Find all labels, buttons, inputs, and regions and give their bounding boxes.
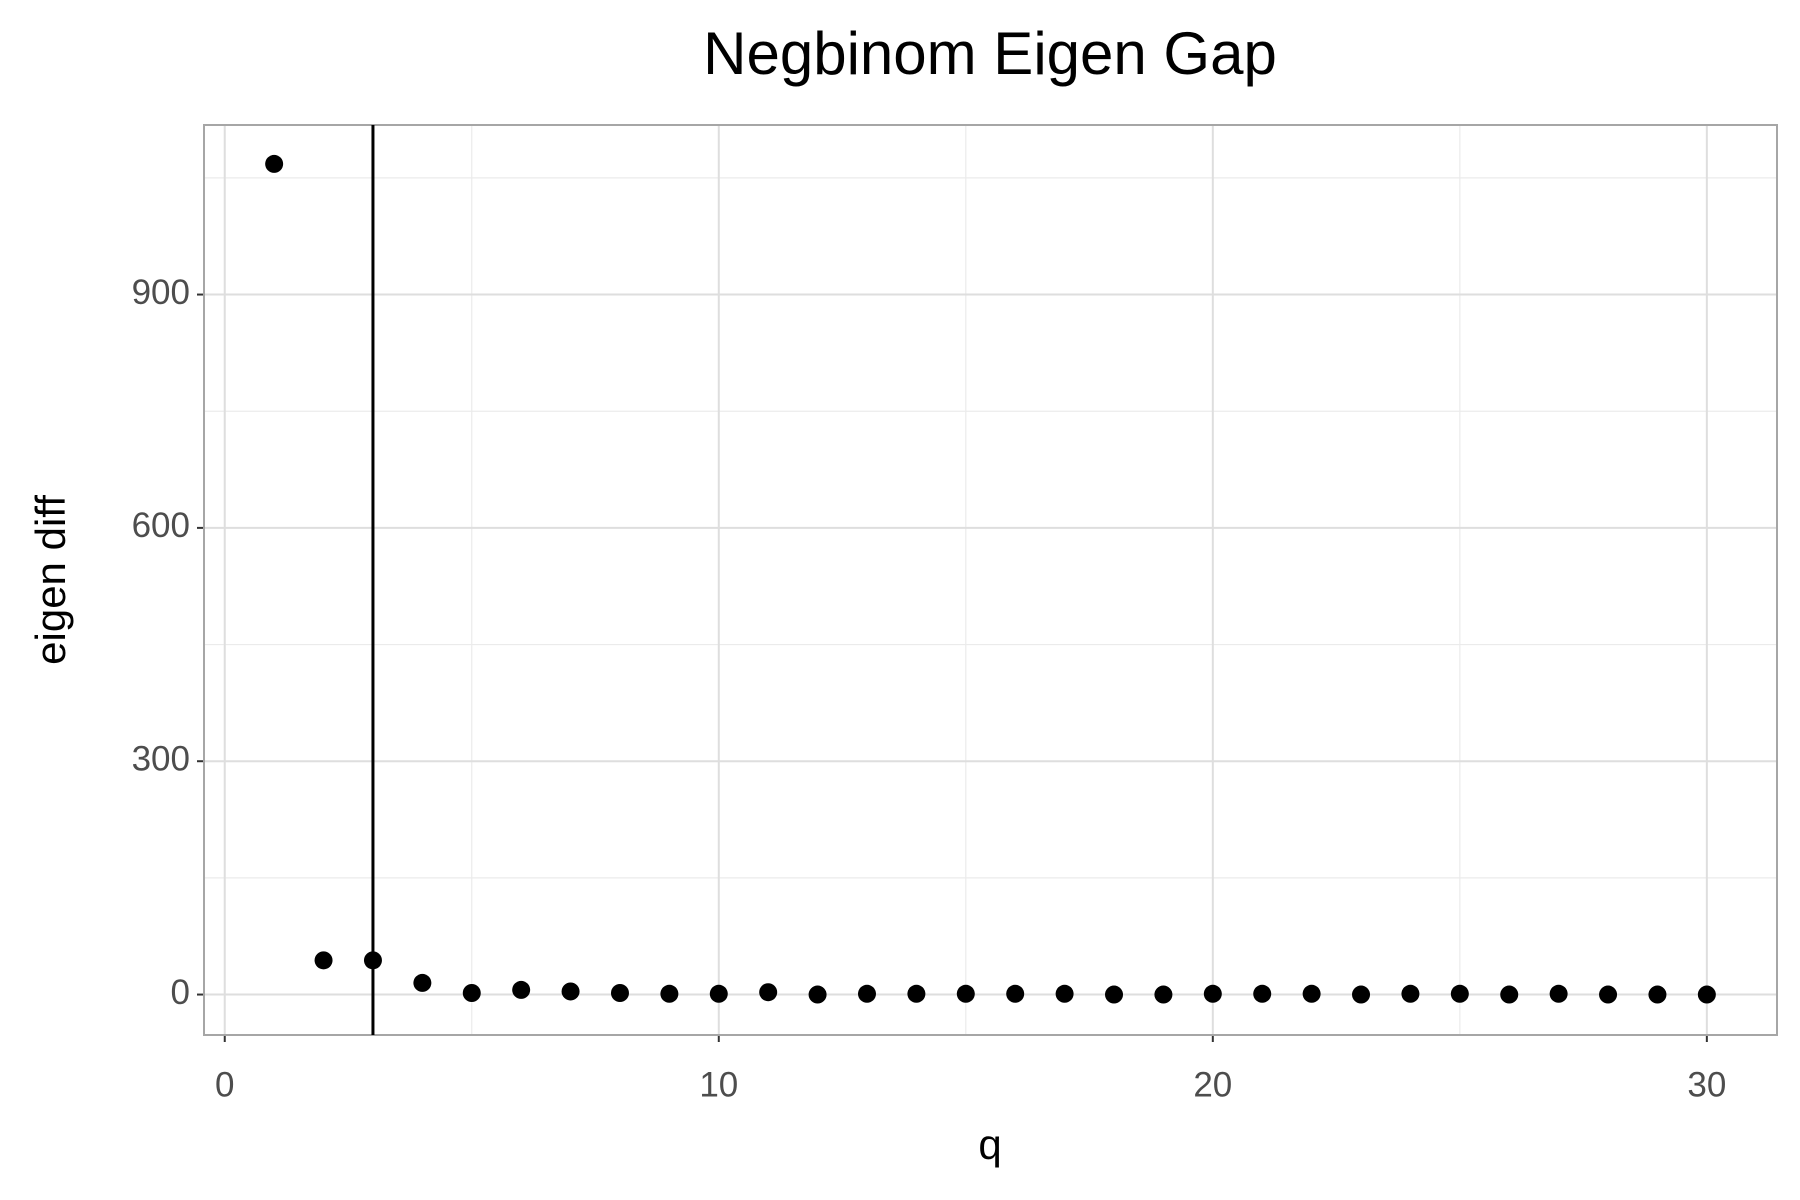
point xyxy=(561,982,580,1001)
point xyxy=(1006,984,1025,1003)
point xyxy=(1105,985,1124,1004)
point xyxy=(413,973,432,992)
point xyxy=(363,951,382,970)
point xyxy=(1697,985,1716,1004)
point xyxy=(1549,984,1568,1003)
x-tick-label: 0 xyxy=(215,1065,234,1104)
point xyxy=(857,984,876,1003)
point xyxy=(462,984,481,1002)
point xyxy=(759,983,778,1002)
point xyxy=(610,984,629,1002)
point xyxy=(907,984,926,1003)
x-tick-label: 10 xyxy=(699,1065,738,1104)
y-tick-label: 600 xyxy=(132,506,190,545)
panel-border xyxy=(203,124,1778,1036)
y-tick-label: 900 xyxy=(132,273,190,312)
y-axis-title: eigen diff xyxy=(27,495,74,665)
point xyxy=(1648,985,1667,1004)
point xyxy=(265,154,284,173)
point xyxy=(512,980,531,999)
point xyxy=(314,951,333,970)
y-tick-label: 300 xyxy=(132,739,190,778)
point xyxy=(1154,985,1173,1004)
point xyxy=(808,985,827,1004)
point xyxy=(1055,984,1074,1003)
point xyxy=(1500,985,1519,1004)
x-tick-label: 30 xyxy=(1687,1065,1726,1104)
point xyxy=(1401,984,1420,1003)
chart-title: Negbinom Eigen Gap xyxy=(703,20,1277,87)
y-tick-label: 0 xyxy=(171,973,190,1012)
point xyxy=(1450,984,1469,1003)
point xyxy=(660,984,679,1003)
point xyxy=(1253,984,1272,1003)
point xyxy=(1302,984,1321,1003)
point xyxy=(709,984,728,1003)
point xyxy=(1203,984,1222,1003)
point xyxy=(1599,985,1618,1004)
point xyxy=(956,984,975,1003)
point xyxy=(1352,985,1371,1004)
x-tick-label: 20 xyxy=(1193,1065,1232,1104)
x-axis-title: q xyxy=(978,1121,1001,1168)
